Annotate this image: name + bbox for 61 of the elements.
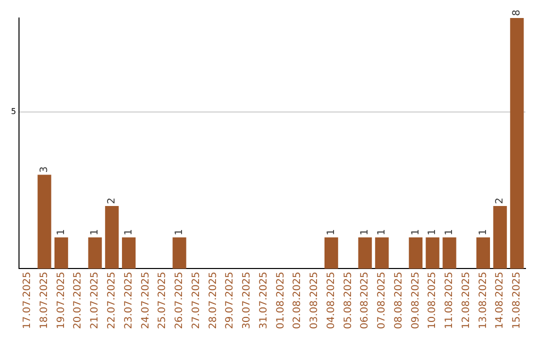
data-label: 1	[360, 229, 371, 236]
data-label: 1	[326, 229, 337, 236]
x-tick-label: 02.08.2025	[292, 272, 304, 330]
data-label: 1	[90, 229, 101, 236]
x-tick-label: 27.07.2025	[190, 272, 202, 330]
x-tick-label: 04.08.2025	[326, 272, 337, 330]
x-tick-label: 06.08.2025	[360, 272, 371, 330]
x-tick-label: 26.07.2025	[174, 272, 186, 330]
bar	[426, 237, 440, 269]
x-tick-label: 15.08.2025	[512, 272, 523, 330]
x-tick-label: 10.08.2025	[427, 272, 438, 330]
x-tick-label: 01.08.2025	[275, 272, 286, 330]
bar	[88, 237, 102, 269]
bar	[358, 237, 372, 269]
bar	[375, 237, 389, 269]
bar	[476, 237, 490, 269]
data-label: 1	[123, 229, 134, 236]
x-tick-label: 28.07.2025	[208, 272, 219, 330]
x-tick-label: 18.07.2025	[39, 272, 50, 330]
data-label: 3	[39, 166, 50, 173]
data-label: 2	[494, 198, 506, 204]
x-tick-label: 20.07.2025	[72, 272, 84, 330]
bar	[408, 237, 422, 269]
x-tick-label: 22.07.2025	[106, 272, 118, 330]
data-label: 8	[512, 10, 523, 16]
x-tick-label: 19.07.2025	[56, 272, 67, 330]
data-label: 1	[174, 229, 186, 236]
bar	[38, 174, 52, 269]
x-tick-label: 23.07.2025	[123, 272, 134, 330]
x-tick-label: 12.08.2025	[460, 272, 472, 330]
bar	[510, 18, 524, 269]
bar	[493, 206, 507, 269]
x-tick-label: 24.07.2025	[140, 272, 152, 330]
x-tick-label: 21.07.2025	[90, 272, 101, 330]
x-tick-label: 05.08.2025	[342, 272, 354, 330]
bar	[442, 237, 456, 269]
y-tick-label: 5	[10, 107, 16, 116]
x-tick-label: 29.07.2025	[224, 272, 236, 330]
data-label: 1	[427, 229, 438, 236]
x-tick-label: 09.08.2025	[410, 272, 422, 330]
x-tick-label: 25.07.2025	[157, 272, 168, 330]
bar	[105, 206, 119, 269]
x-tick-label: 17.07.2025	[22, 272, 34, 330]
data-label: 1	[376, 229, 388, 236]
x-tick-label: 30.07.2025	[242, 272, 253, 330]
data-label: 1	[56, 229, 67, 236]
x-tick-label: 08.08.2025	[393, 272, 404, 330]
bar	[324, 237, 338, 269]
x-tick-label: 13.08.2025	[478, 272, 489, 330]
data-label: 2	[106, 198, 118, 204]
bar	[122, 237, 136, 269]
x-tick-label: 03.08.2025	[309, 272, 320, 330]
bar	[172, 237, 186, 269]
data-label: 1	[410, 229, 422, 236]
data-label: 1	[444, 229, 456, 236]
data-label: 1	[478, 229, 489, 236]
x-tick-label: 14.08.2025	[494, 272, 506, 330]
x-tick-label: 11.08.2025	[444, 272, 456, 330]
bar	[54, 237, 68, 269]
x-tick-label: 31.07.2025	[258, 272, 270, 330]
x-tick-label: 07.08.2025	[376, 272, 388, 330]
